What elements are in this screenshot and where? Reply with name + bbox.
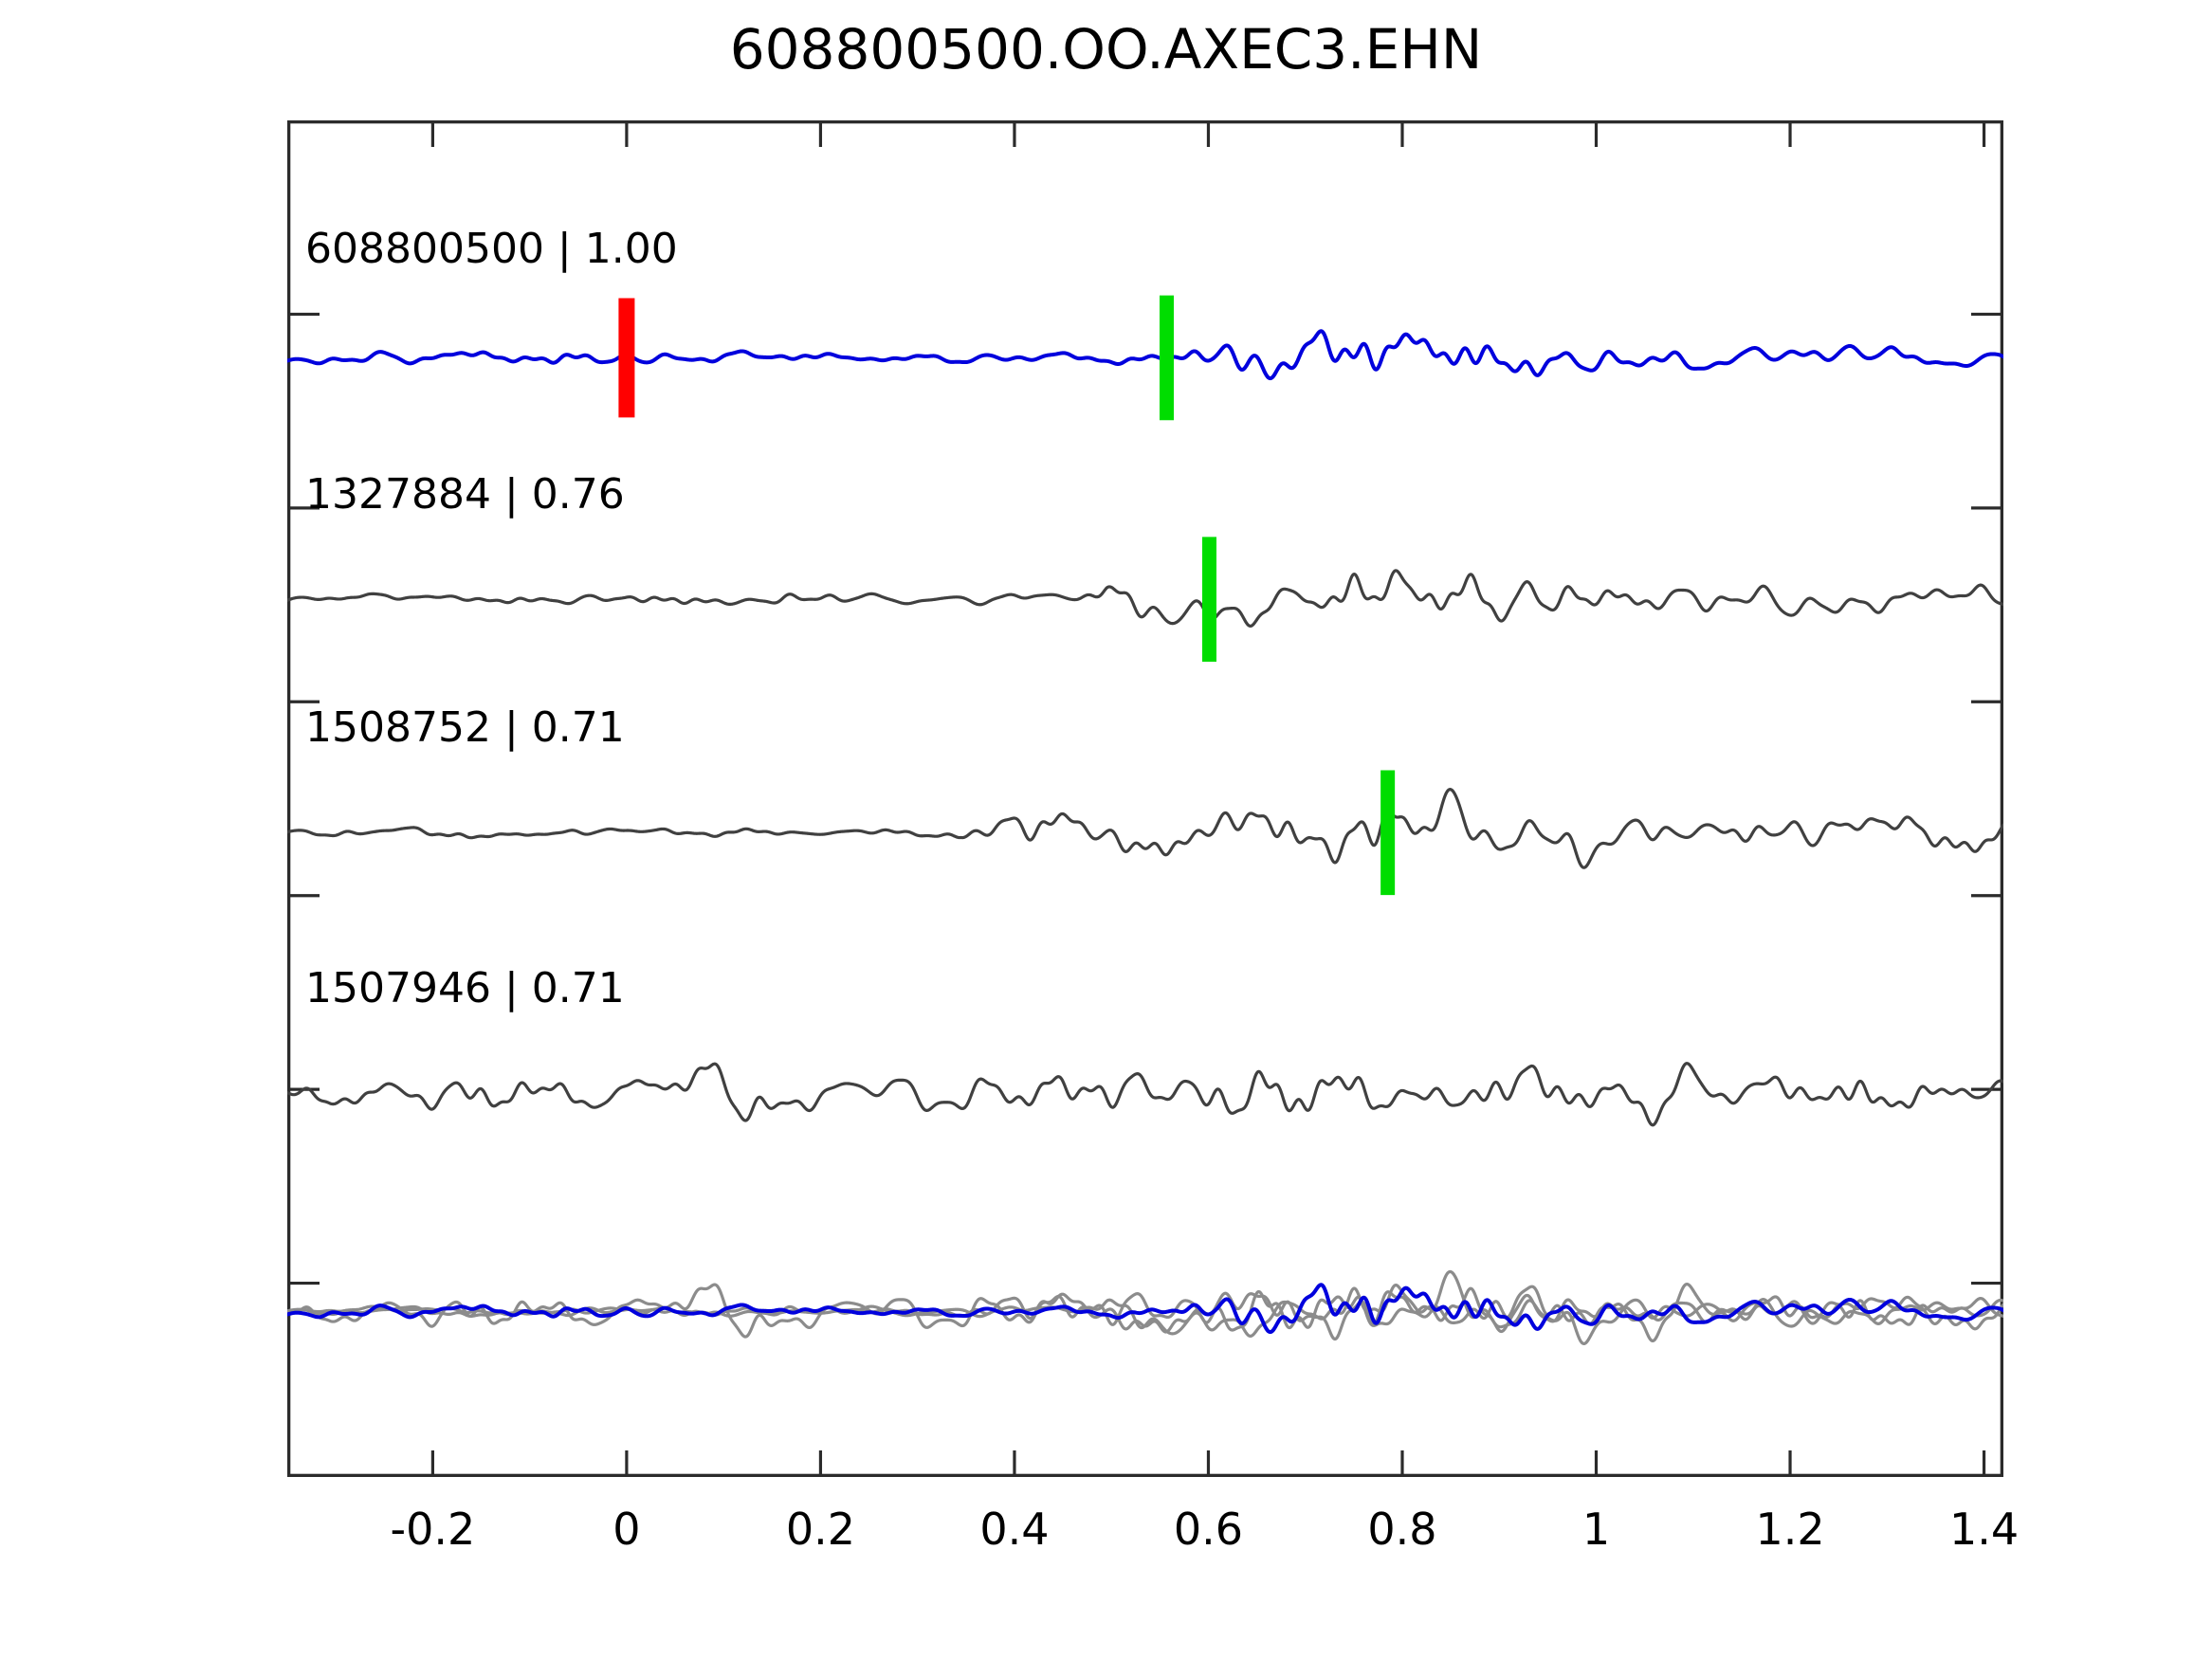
trace-group-608800500 (287, 295, 2003, 421)
x-tick-label-5: 0.8 (1367, 1504, 1437, 1555)
plot-area: 608800500 | 1.00 1327884 | 0.76 1508752 | … (287, 120, 2003, 1477)
x-tick-label-7: 1.2 (1755, 1504, 1825, 1555)
x-tick-label-2: 0.2 (785, 1504, 855, 1555)
x-tick-label-0: -0.2 (390, 1504, 476, 1555)
overlay-group (287, 1269, 2003, 1345)
trace-label-1327884: 1327884 | 0.76 (305, 470, 625, 520)
x-tick-label-3: 0.4 (979, 1504, 1050, 1555)
plot-frame (287, 120, 2003, 1477)
trace-label-1507946: 1507946 | 0.71 (305, 964, 625, 1013)
waveform-canvas (287, 120, 2003, 1477)
x-tick-label-1: 0 (612, 1504, 641, 1555)
x-tick-label-4: 0.6 (1173, 1504, 1244, 1555)
waveform-trace-1507946 (287, 1062, 2003, 1127)
trace-group-1508752 (287, 770, 2003, 896)
trace-group-1327884 (287, 537, 2003, 662)
waveform-trace-608800500 (287, 329, 2003, 381)
page-title: 608800500.OO.AXEC3.EHN (729, 17, 1483, 82)
overlay-trace-0 (287, 1283, 2003, 1335)
overlay-trace-3 (287, 1283, 2003, 1343)
waveform-trace-1508752 (287, 788, 2003, 869)
trace-group-1507946 (287, 1062, 2003, 1127)
x-tick-label-6: 1 (1581, 1504, 1611, 1555)
x-tick-label-8: 1.4 (1948, 1504, 2020, 1555)
waveform-trace-1327884 (287, 569, 2003, 628)
trace-label-608800500: 608800500 | 1.00 (305, 225, 678, 274)
trace-label-1508752: 1508752 | 0.71 (305, 703, 625, 753)
